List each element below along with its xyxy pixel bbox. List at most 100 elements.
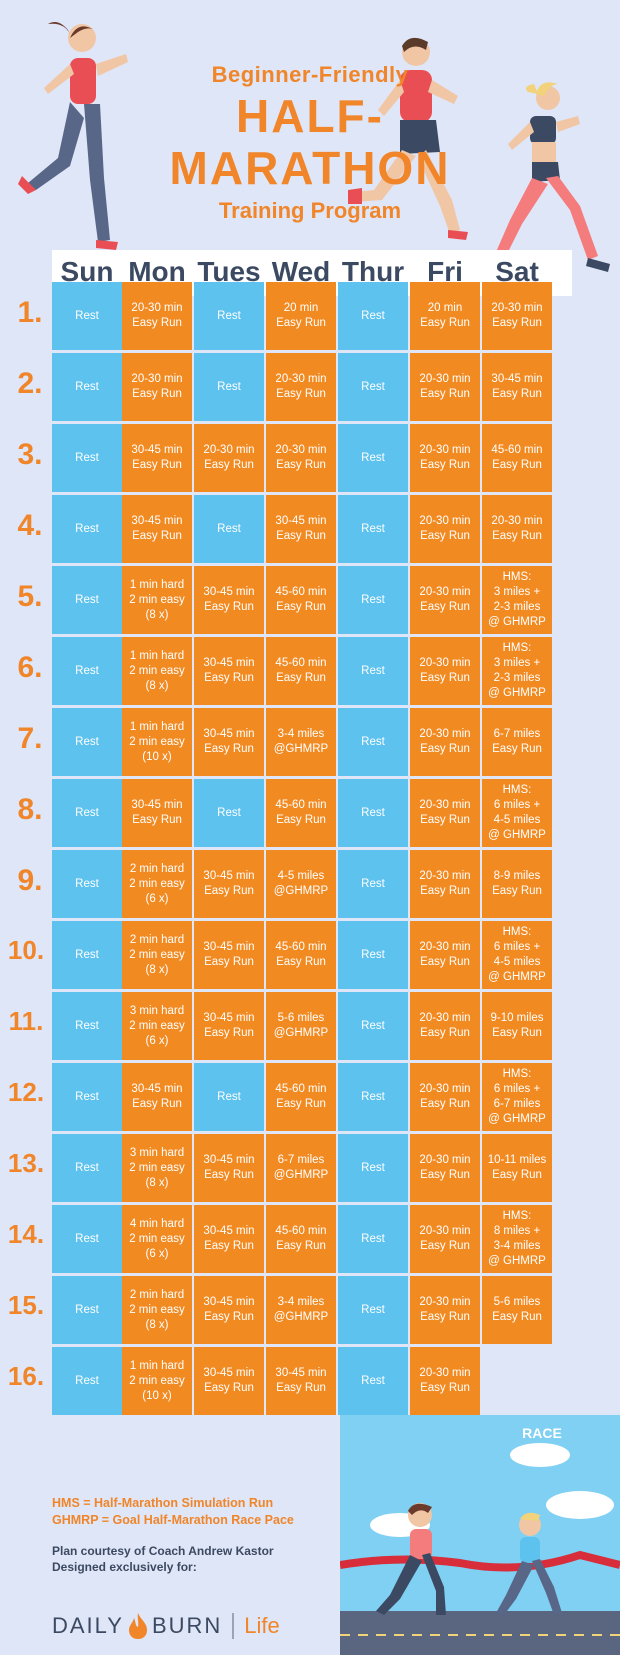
daily-burn-logo: DAILY BURN Life	[52, 1612, 280, 1640]
ghmrp-definition: GHMRP = Goal Half-Marathon Race Pace	[52, 1513, 294, 1527]
schedule-cell-sun: Rest	[52, 921, 122, 989]
day-header-sat: Sat	[495, 256, 539, 287]
week-number: 1.	[17, 296, 43, 329]
schedule-cell-tues: Rest	[194, 282, 264, 350]
schedule-cell-mon: 20-30 min Easy Run	[122, 353, 192, 421]
schedule-cell-fri: 20-30 min Easy Run	[410, 992, 480, 1060]
title-subheading: Beginner-Friendly	[211, 62, 409, 87]
schedule-cell-tues: Rest	[194, 495, 264, 563]
week-number: 11.	[8, 1006, 44, 1036]
schedule-cell-sat: 20-30 min Easy Run	[482, 495, 552, 563]
schedule-cell-sun: Rest	[52, 779, 122, 847]
schedule-cell-mon: 30-45 min Easy Run	[122, 779, 192, 847]
schedule-cell-sun: Rest	[52, 1063, 122, 1131]
schedule-cell-tues: 30-45 min Easy Run	[194, 992, 264, 1060]
schedule-cell-wed: 45-60 min Easy Run	[266, 1063, 336, 1131]
credit-designed-for: Designed exclusively for:	[52, 1560, 197, 1574]
week-number: 4.	[17, 509, 43, 542]
hms-definition: HMS = Half-Marathon Simulation Run	[52, 1496, 274, 1510]
schedule-cell-mon: 2 min hard 2 min easy (8 x)	[122, 1276, 192, 1344]
schedule-cell-wed: 20-30 min Easy Run	[266, 424, 336, 492]
page-title: HALF-MARATHON	[169, 90, 451, 194]
schedule-cell-fri: 20 min Easy Run	[410, 282, 480, 350]
week-number: 6.	[17, 651, 43, 684]
brand-suffix: Life	[244, 1613, 280, 1638]
credit-coach: Plan courtesy of Coach Andrew Kastor	[52, 1544, 274, 1558]
schedule-cell-thur: Rest	[338, 1134, 408, 1202]
schedule-cell-sat: 5-6 miles Easy Run	[482, 1276, 552, 1344]
schedule-cell-sat: HMS: 3 miles + 2-3 miles @ GHMRP	[482, 566, 552, 634]
schedule-cell-sun: Rest	[52, 850, 122, 918]
schedule-cell-sun: Rest	[52, 424, 122, 492]
schedule-cell-fri: 20-30 min Easy Run	[410, 1063, 480, 1131]
schedule-cell-fri: 20-30 min Easy Run	[410, 921, 480, 989]
schedule-cell-thur: Rest	[338, 1205, 408, 1273]
week-number: 10.	[7, 935, 45, 965]
schedule-cell-tues: 30-45 min Easy Run	[194, 1134, 264, 1202]
schedule-cell-thur: Rest	[338, 1063, 408, 1131]
schedule-cell-tues: 30-45 min Easy Run	[194, 850, 264, 918]
schedule-cell-mon: 20-30 min Easy Run	[122, 282, 192, 350]
schedule-cell-tues: 30-45 min Easy Run	[194, 1276, 264, 1344]
week-number: 8.	[17, 793, 43, 826]
day-header-fri: Fri	[427, 256, 463, 287]
week-number: 13.	[7, 1148, 45, 1178]
schedule-cell-sun: Rest	[52, 992, 122, 1060]
week-number: 2.	[17, 367, 43, 400]
schedule-cell-tues: 30-45 min Easy Run	[194, 566, 264, 634]
brand-name-left: DAILY	[52, 1613, 124, 1638]
schedule-cell-mon: 2 min hard 2 min easy (8 x)	[122, 921, 192, 989]
schedule-cell-mon: 30-45 min Easy Run	[122, 424, 192, 492]
day-header-mon: Mon	[128, 256, 186, 287]
schedule-cell-thur: Rest	[338, 992, 408, 1060]
schedule-cell-tues: 30-45 min Easy Run	[194, 1205, 264, 1273]
schedule-cell-tues: Rest	[194, 779, 264, 847]
schedule-cell-mon: 3 min hard 2 min easy (6 x)	[122, 992, 192, 1060]
schedule-cell-wed: 5-6 miles @GHMRP	[266, 992, 336, 1060]
schedule-cell-wed: 3-4 miles @GHMRP	[266, 1276, 336, 1344]
schedule-cell-sun: Rest	[52, 495, 122, 563]
runner-man-illustration	[348, 37, 468, 240]
schedule-cell-thur: Rest	[338, 779, 408, 847]
schedule-cell-thur: Rest	[338, 353, 408, 421]
schedule-cell-wed: 45-60 min Easy Run	[266, 1205, 336, 1273]
schedule-cell-sat: 10-11 miles Easy Run	[482, 1134, 552, 1202]
schedule-cell-thur: Rest	[338, 637, 408, 705]
schedule-cell-sat: HMS: 6 miles + 4-5 miles @ GHMRP	[482, 921, 552, 989]
schedule-cell-tues: Rest	[194, 1063, 264, 1131]
schedule-cell-fri: 20-30 min Easy Run	[410, 1276, 480, 1344]
schedule-cell-sat: HMS: 6 miles + 4-5 miles @ GHMRP	[482, 779, 552, 847]
schedule-cell-sun: Rest	[52, 282, 122, 350]
schedule-cell-thur: Rest	[338, 424, 408, 492]
schedule-cell-wed: 6-7 miles @GHMRP	[266, 1134, 336, 1202]
title-tagline: Training Program	[218, 198, 402, 223]
schedule-cell-wed: 30-45 min Easy Run	[266, 495, 336, 563]
race-day-illustration	[340, 1415, 620, 1655]
schedule-cell-sun: Rest	[52, 637, 122, 705]
schedule-cell-fri: 20-30 min Easy Run	[410, 1205, 480, 1273]
schedule-cell-thur: Rest	[338, 708, 408, 776]
schedule-cell-fri: 20-30 min Easy Run	[410, 566, 480, 634]
title-block: Beginner-Friendly HALF-MARATHON Training…	[120, 62, 500, 224]
schedule-cell-sun: Rest	[52, 1276, 122, 1344]
schedule-cell-mon: 1 min hard 2 min easy (10 x)	[122, 708, 192, 776]
schedule-cell-tues: 30-45 min Easy Run	[194, 921, 264, 989]
schedule-cell-mon: 1 min hard 2 min easy (10 x)	[122, 1347, 192, 1415]
schedule-cell-sat: 8-9 miles Easy Run	[482, 850, 552, 918]
schedule-cell-fri: 20-30 min Easy Run	[410, 850, 480, 918]
day-header-wed: Wed	[271, 256, 331, 287]
schedule-cell-thur: Rest	[338, 1276, 408, 1344]
week-number: 16.	[7, 1361, 45, 1391]
schedule-cell-sat: 9-10 miles Easy Run	[482, 992, 552, 1060]
schedule-cell-sun: Rest	[52, 1134, 122, 1202]
schedule-cell-sat: HMS: 3 miles + 2-3 miles @ GHMRP	[482, 637, 552, 705]
schedule-cell-wed: 30-45 min Easy Run	[266, 1347, 336, 1415]
schedule-cell-mon: 1 min hard 2 min easy (8 x)	[122, 637, 192, 705]
schedule-cell-wed: 3-4 miles @GHMRP	[266, 708, 336, 776]
week-number: 12.	[7, 1077, 45, 1107]
schedule-cell-wed: 45-60 min Easy Run	[266, 921, 336, 989]
race-day-label: RACE DAY!	[522, 1425, 562, 1459]
brand-name-right: BURN	[151, 1613, 223, 1638]
schedule-cell-sat: 30-45 min Easy Run	[482, 353, 552, 421]
schedule-cell-fri: 20-30 min Easy Run	[410, 495, 480, 563]
